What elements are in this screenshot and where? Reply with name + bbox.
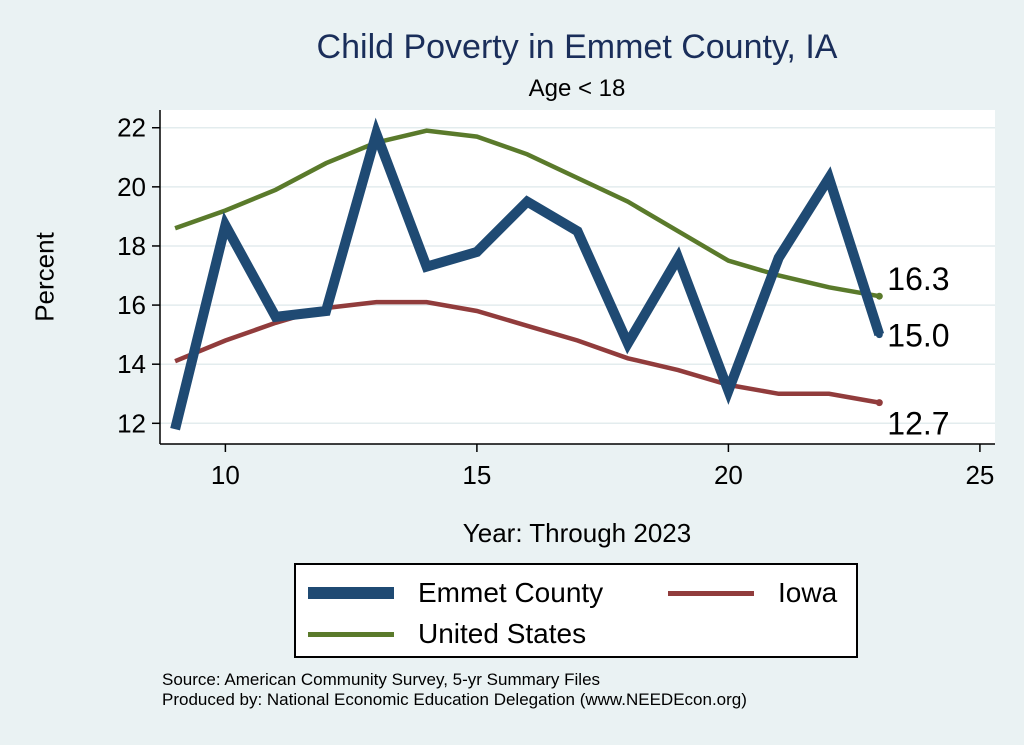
y-tick-label-16: 16 <box>117 290 146 320</box>
legend-item-iowa: Iowa <box>668 577 837 609</box>
end-label-iowa: 12.7 <box>887 406 949 442</box>
x-tick-label-25: 25 <box>965 460 994 490</box>
x-tick-label-10: 10 <box>211 460 240 490</box>
legend-label-emmet-county: Emmet County <box>418 577 604 608</box>
y-tick-label-18: 18 <box>117 231 146 261</box>
y-tick-label-20: 20 <box>117 172 146 202</box>
legend-item-emmet-county: Emmet County <box>308 577 603 609</box>
series-line-emmet-county <box>170 117 885 431</box>
x-axis-label: Year: Through 2023 <box>462 518 692 548</box>
end-label-united-states: 16.3 <box>887 261 949 297</box>
y-tick-label-14: 14 <box>117 349 146 379</box>
chart-subtitle: Age < 18 <box>528 75 626 102</box>
series-end-dot-united-states <box>875 292 883 300</box>
legend-swatch-iowa <box>668 590 754 596</box>
legend-swatch-emmet-county <box>308 587 394 599</box>
legend-swatch-united-states <box>308 631 394 637</box>
source-line-2: Produced by: National Economic Education… <box>162 690 747 709</box>
x-tick-label-20: 20 <box>714 460 743 490</box>
legend-item-united-states: United States <box>308 618 586 650</box>
x-tick-label-15: 15 <box>462 460 491 490</box>
y-tick-label-12: 12 <box>117 408 146 438</box>
series-line-united-states <box>174 128 880 299</box>
series-end-dot-iowa <box>875 399 883 407</box>
chart-legend: Emmet County Iowa United States <box>294 563 858 658</box>
source-note: Source: American Community Survey, 5-yr … <box>162 670 747 710</box>
end-label-emmet-county: 15.0 <box>887 318 949 354</box>
plot-area <box>160 110 995 444</box>
series-end-dot-emmet-county <box>875 331 883 339</box>
legend-label-iowa: Iowa <box>778 577 838 608</box>
legend-label-united-states: United States <box>418 618 587 649</box>
source-line-1: Source: American Community Survey, 5-yr … <box>162 670 601 689</box>
chart-title: Child Poverty in Emmet County, IA <box>316 28 838 66</box>
y-tick-label-22: 22 <box>117 113 146 143</box>
